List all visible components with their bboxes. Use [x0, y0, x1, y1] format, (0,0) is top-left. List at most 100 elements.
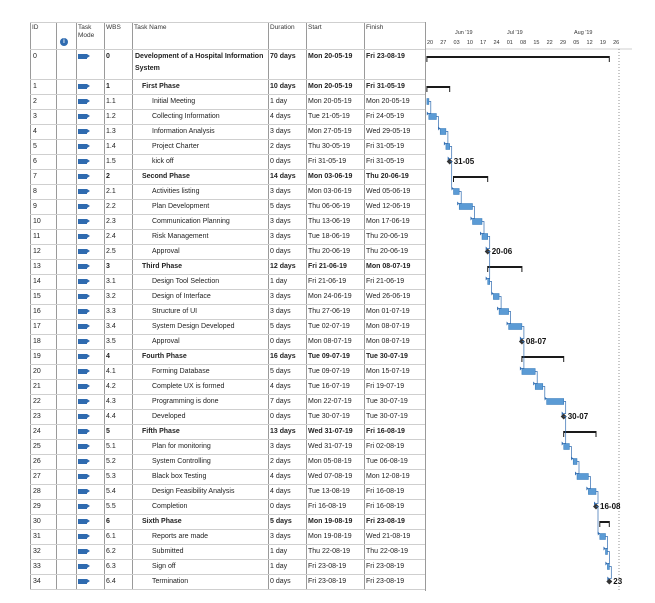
task-name: Structure of UI: [152, 308, 198, 315]
auto-scheduled-icon: [78, 144, 90, 149]
auto-scheduled-icon: [78, 84, 90, 89]
task-finish: Fri 16-08-19: [366, 488, 405, 495]
task-wbs: 3: [106, 263, 110, 270]
task-row[interactable]: 30 6 Sixth Phase 5 days Mon 19-08-19 Fri 23-0…: [30, 514, 425, 529]
task-row[interactable]: 10 2.3 Communication Planning 3 days Thu 13-…: [30, 214, 425, 229]
task-wbs: 5.2: [106, 458, 116, 465]
task-name: Developed: [152, 413, 186, 420]
task-row[interactable]: 24 5 Fifth Phase 13 days Wed 31-07-19 Fri 16-…: [30, 424, 425, 439]
task-row[interactable]: 33 6.3 Sign off 1 day Fri 23-08-19 Fri 23-08-…: [30, 559, 425, 574]
task-row[interactable]: 12 2.5 Approval 0 days Thu 20-06-19 Thu 20-06…: [30, 244, 425, 259]
task-wbs: 2.2: [106, 203, 116, 210]
col-header-id[interactable]: ID: [32, 24, 39, 31]
col-header-duration[interactable]: Duration: [270, 24, 295, 31]
timescale-week: 19: [599, 40, 606, 46]
task-name: Initial Meeting: [152, 98, 196, 105]
task-row[interactable]: 19 4 Fourth Phase 16 days Tue 09-07-19 Tue 30…: [30, 349, 425, 364]
task-name: Second Phase: [142, 173, 190, 180]
task-finish: Fri 31-05-19: [366, 158, 405, 165]
task-row[interactable]: 0 0 Development of a Hospital Information …: [30, 49, 425, 79]
task-duration: 4 days: [270, 383, 291, 390]
task-id: 7: [33, 173, 37, 180]
row-divider: [30, 109, 425, 110]
task-finish: Wed 12-06-19: [366, 203, 411, 210]
task-duration: 3 days: [270, 233, 291, 240]
dependency-arrow: [561, 441, 564, 446]
task-row[interactable]: 4 1.3 Information Analysis 3 days Mon 27-05-…: [30, 124, 425, 139]
task-row[interactable]: 2 1.1 Initial Meeting 1 day Mon 20-05-19 Mon …: [30, 94, 425, 109]
task-wbs: 1.3: [106, 128, 116, 135]
task-start: Fri 31-05-19: [308, 158, 347, 165]
task-row[interactable]: 16 3.3 Structure of UI 3 days Thu 27-06-19 Mo…: [30, 304, 425, 319]
task-start: Tue 18-06-19: [308, 233, 350, 240]
gantt-chart: Jun '19 Jul '19 Aug '19 20 27 03 10 17 24 01 08 15 2…: [425, 22, 632, 591]
task-row[interactable]: 26 5.2 System Controlling 2 days Mon 05-08-1…: [30, 454, 425, 469]
row-divider: [30, 574, 425, 575]
col-header-wbs[interactable]: WBS: [106, 24, 121, 31]
col-header-task-mode[interactable]: Task Mode: [78, 24, 95, 39]
task-row[interactable]: 13 3 Third Phase 12 days Fri 21-06-19 Mon 08-…: [30, 259, 425, 274]
task-finish: Mon 08-07-19: [366, 338, 410, 345]
task-row[interactable]: 11 2.4 Risk Management 3 days Tue 18-06-19 Th…: [30, 229, 425, 244]
task-row[interactable]: 8 2.1 Activities listing 3 days Mon 03-06-19…: [30, 184, 425, 199]
task-id: 34: [33, 578, 41, 585]
task-row[interactable]: 5 1.4 Project Charter 2 days Thu 30-05-19 Fri…: [30, 139, 425, 154]
task-id: 13: [33, 263, 41, 270]
task-duration: 1 day: [270, 548, 288, 555]
task-row[interactable]: 32 6.2 Submitted 1 day Thu 22-08-19 Thu 22-08…: [30, 544, 425, 559]
task-row[interactable]: 31 6.1 Reports are made 3 days Mon 19-08-19 W…: [30, 529, 425, 544]
col-header-info[interactable]: i: [56, 22, 76, 49]
task-row[interactable]: 20 4.1 Forming Database 5 days Tue 09-07-19 M…: [30, 364, 425, 379]
row-divider: [30, 199, 425, 200]
row-divider: [30, 304, 425, 305]
row-divider: [30, 484, 425, 485]
task-row[interactable]: 15 3.2 Design of Interface 3 days Mon 24-06-…: [30, 289, 425, 304]
task-finish: Fri 16-08-19: [366, 503, 405, 510]
task-start: Tue 21-05-19: [308, 113, 350, 120]
task-row[interactable]: 14 3.1 Design Tool Selection 1 day Fri 21-06…: [30, 274, 425, 289]
col-header-start[interactable]: Start: [308, 24, 322, 31]
task-row[interactable]: 6 1.5 kick off 0 days Fri 31-05-19 Fri 31-05-…: [30, 154, 425, 169]
task-id: 27: [33, 473, 41, 480]
task-start: Mon 05-08-19: [308, 458, 352, 465]
task-finish: Fri 31-05-19: [366, 143, 405, 150]
task-id: 19: [33, 353, 41, 360]
row-divider: [30, 319, 425, 320]
task-row[interactable]: 9 2.2 Plan Development 5 days Thu 06-06-19 We…: [30, 199, 425, 214]
timescale-week: 22: [546, 40, 553, 46]
task-bar: [458, 203, 473, 210]
task-duration: 4 days: [270, 113, 291, 120]
dependency-arrow: [451, 186, 454, 191]
task-row[interactable]: 7 2 Second Phase 14 days Mon 03-06-19 Thu 20-…: [30, 169, 425, 184]
task-bar: [481, 233, 488, 240]
task-row[interactable]: 28 5.4 Design Feasibility Analysis 4 days Tu…: [30, 484, 425, 499]
task-wbs: 1.4: [106, 143, 116, 150]
task-row[interactable]: 27 5.3 Black box Testing 4 days Wed 07-08-19…: [30, 469, 425, 484]
task-finish: Fri 24-05-19: [366, 113, 405, 120]
task-duration: 3 days: [270, 188, 291, 195]
task-row[interactable]: 18 3.5 Approval 0 days Mon 08-07-19 Mon 08-07…: [30, 334, 425, 349]
timescale-week: 29: [559, 40, 567, 46]
col-header-task-name[interactable]: Task Name: [134, 24, 167, 31]
task-bar: [493, 293, 500, 300]
task-wbs: 1.1: [106, 98, 116, 105]
task-row[interactable]: 23 4.4 Developed 0 days Tue 30-07-19 Tue 30-0…: [30, 409, 425, 424]
task-duration: 5 days: [270, 518, 292, 525]
task-row[interactable]: 22 4.3 Programming is done 7 days Mon 22-07-…: [30, 394, 425, 409]
task-row[interactable]: 17 3.4 System Design Developed 5 days Tue 02…: [30, 319, 425, 334]
task-row[interactable]: 29 5.5 Completion 0 days Fri 16-08-19 Fri 16-…: [30, 499, 425, 514]
task-row[interactable]: 1 1 First Phase 10 days Mon 20-05-19 Fri 31-0…: [30, 79, 425, 94]
dependency-arrow: [519, 366, 522, 371]
task-row[interactable]: 34 6.4 Termination 0 days Fri 23-08-19 Fri 23…: [30, 574, 425, 589]
task-start: Tue 13-08-19: [308, 488, 350, 495]
column-divider: [306, 22, 307, 589]
task-id: 17: [33, 323, 41, 330]
auto-scheduled-icon: [78, 564, 90, 569]
task-name: System Controlling: [152, 458, 211, 465]
task-row[interactable]: 25 5.1 Plan for monitoring 3 days Wed 31-07-…: [30, 439, 425, 454]
col-header-finish[interactable]: Finish: [366, 24, 384, 31]
task-row[interactable]: 3 1.2 Collecting Information 4 days Tue 21-0…: [30, 109, 425, 124]
task-row[interactable]: 21 4.2 Complete UX is formed 4 days Tue 16-0…: [30, 379, 425, 394]
timescale-week: 20: [426, 40, 434, 46]
task-finish: Wed 05-06-19: [366, 188, 411, 195]
